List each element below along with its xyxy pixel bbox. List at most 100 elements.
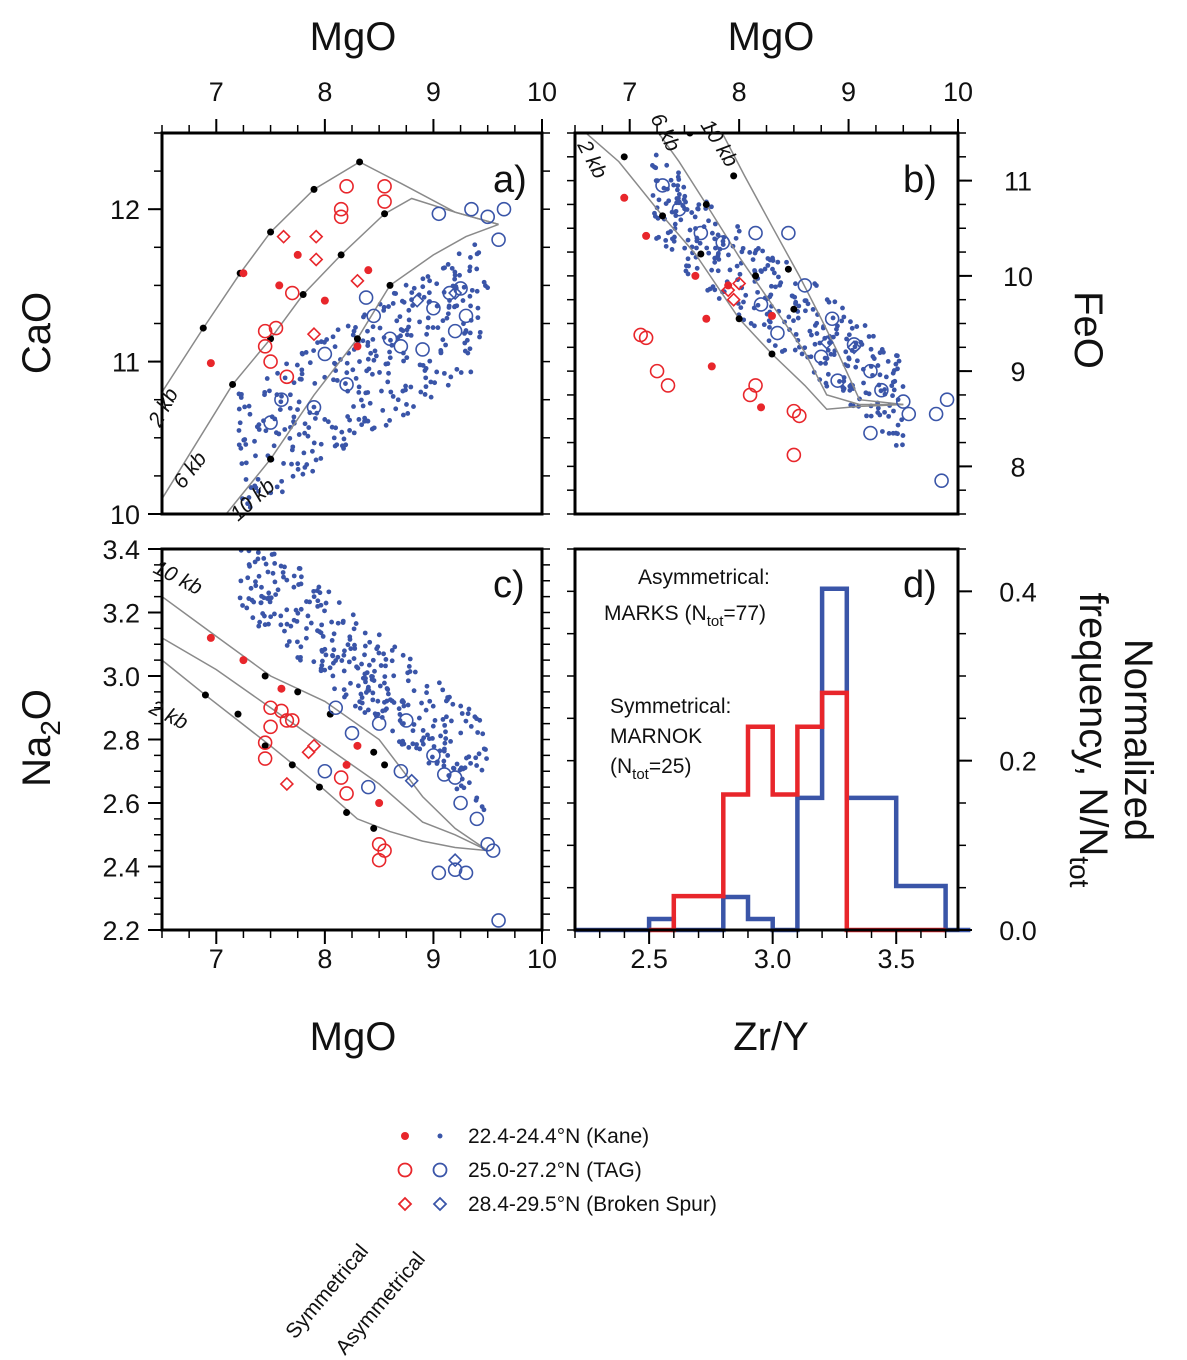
asym-kane-point (401, 703, 407, 709)
panel-d-ytitle-line2: frequency, N/Ntot (1064, 593, 1115, 888)
asym-kane-point (252, 438, 257, 444)
asym-kane-point (450, 701, 456, 707)
asym-kane-point (266, 595, 272, 601)
model-point (356, 158, 364, 166)
asym-kane-point (447, 694, 452, 700)
asym-kane-point (304, 462, 310, 467)
asym-tag-point (458, 865, 474, 881)
asym-kane-point (685, 256, 691, 262)
asym-kane-point (330, 653, 336, 659)
asym-kane-point (404, 402, 409, 407)
asym-kane-point (299, 350, 305, 356)
asym-kane-point (480, 731, 486, 737)
asym-kane-point (458, 370, 464, 375)
asym-kane-point (362, 312, 368, 318)
panel-b-xtick-label: 10 (943, 77, 973, 107)
asym-kane-point (427, 278, 433, 284)
sym-tag-point (284, 285, 300, 301)
asym-kane-point (784, 259, 789, 265)
asym-kane-point (683, 268, 689, 274)
asym-kane-point (238, 445, 244, 451)
asym-tag-point (797, 278, 813, 293)
asym-kane-point (295, 610, 301, 616)
asym-kane-point (430, 703, 436, 709)
legend-bs-sym-marker (397, 1196, 413, 1212)
asym-kane-point (846, 356, 852, 362)
asym-kane-point (394, 318, 400, 324)
asym-kane-point (475, 730, 481, 735)
asym-tag-point (693, 225, 709, 241)
asym-kane-point (834, 331, 840, 337)
asym-kane-point (890, 370, 896, 376)
panel-d-ytitle-line1: Normalized (1116, 639, 1160, 841)
model-curve-6kb (657, 133, 904, 406)
asym-kane-point (891, 408, 896, 414)
asym-kane-point (365, 707, 371, 713)
hist-bar (699, 896, 724, 930)
sym-kane-point (707, 362, 716, 371)
asym-kane-point (420, 728, 426, 733)
asym-kane-point (465, 711, 471, 717)
asym-kane-point (253, 583, 259, 589)
asym-kane-point (370, 371, 375, 377)
asym-kane-point (400, 698, 405, 703)
asym-kane-point (890, 393, 895, 399)
asym-kane-point (441, 763, 447, 769)
panel-b-top-xtitle: MgO (728, 15, 815, 59)
asym-kane-point (687, 227, 693, 233)
model-point (730, 172, 738, 180)
asym-kane-point (260, 611, 266, 616)
asym-kane-point (807, 328, 813, 334)
sym-bs-point (309, 252, 324, 267)
asym-kane-point (653, 152, 659, 158)
asym-kane-point (424, 331, 430, 337)
asym-bs-point (404, 773, 419, 788)
panel-c: 2.2 2.4 2.6 2.8 3.0 3.2 3.4 7 8 9 10 (102, 535, 557, 974)
sym-tag-point (638, 330, 654, 346)
asym-bs-point (448, 285, 463, 301)
panel-a-curve-label-6kb: 6 kb (169, 447, 212, 493)
asym-kane-point (423, 375, 429, 381)
sym-tag-point (748, 378, 763, 393)
asym-kane-point (694, 245, 699, 251)
asym-kane-point (868, 346, 874, 352)
panel-c-xtick-label: 10 (527, 944, 557, 974)
asym-kane-point (432, 718, 438, 723)
asym-kane-point (246, 562, 252, 567)
asym-kane-point (430, 325, 436, 330)
asym-kane-point (461, 284, 467, 290)
asym-kane-point (305, 613, 311, 619)
asym-kane-point (311, 404, 317, 410)
asym-kane-point (423, 707, 429, 713)
asym-kane-point (425, 324, 431, 330)
sym-tag-point (263, 700, 278, 716)
sym-tag-point (377, 179, 392, 194)
asym-kane-point (900, 384, 906, 389)
panel-d-xtick-label: 2.5 (630, 944, 668, 974)
asym-kane-point (330, 673, 336, 679)
asym-kane-point (240, 496, 245, 502)
asym-kane-point (289, 461, 294, 467)
asym-kane-point (281, 574, 286, 580)
panel-d-xtick-label: 3.0 (754, 944, 792, 974)
asym-kane-point (385, 361, 391, 367)
asym-kane-point (400, 652, 406, 658)
asym-kane-point (365, 340, 371, 345)
asym-kane-point (758, 268, 764, 274)
asym-kane-point (468, 760, 473, 766)
model-point (768, 350, 776, 358)
asym-kane-point (379, 388, 384, 394)
asym-kane-point (340, 620, 346, 625)
asym-kane-point (243, 460, 249, 466)
asym-kane-point (825, 371, 831, 377)
model-point (353, 335, 361, 343)
asym-kane-point (246, 596, 252, 601)
legend-kane-sym-marker (401, 1132, 409, 1140)
asym-kane-point (454, 786, 460, 792)
asym-kane-point (278, 613, 284, 619)
asym-kane-point (469, 287, 475, 293)
panel-d-ytitle-sub: tot (1064, 856, 1095, 887)
asym-kane-point (878, 388, 884, 394)
asym-kane-point (365, 687, 371, 692)
sym-tag-point (339, 786, 354, 801)
